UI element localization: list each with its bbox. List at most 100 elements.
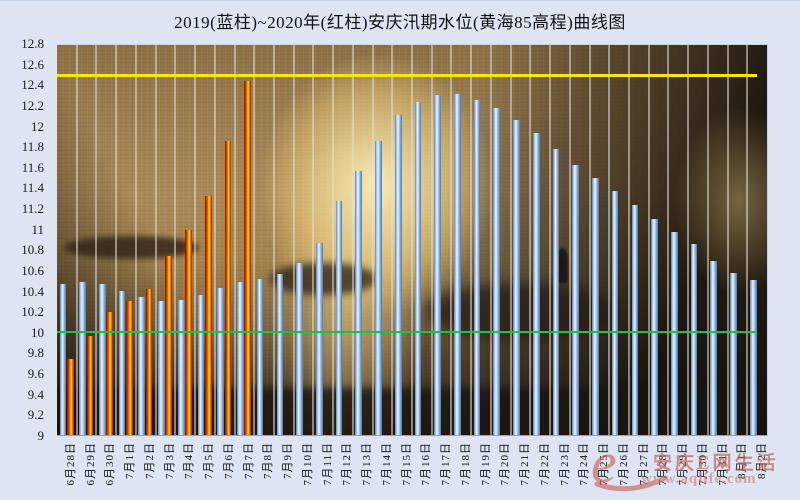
bar-2019 <box>552 148 560 435</box>
y-tick-label: 11 <box>31 221 44 237</box>
y-tick-label: 10.6 <box>21 262 44 278</box>
x-tick-label: 7月6日 <box>222 442 235 479</box>
category-slot <box>570 45 590 435</box>
bar-2019 <box>177 299 185 435</box>
x-tick-label: 7月21日 <box>519 442 532 486</box>
category-slot <box>432 45 452 435</box>
y-tick-label: 11.8 <box>21 139 44 155</box>
y-tick-label: 10 <box>31 324 44 340</box>
gridline <box>667 45 670 435</box>
bar-2020 <box>126 300 133 435</box>
category-slot <box>451 45 471 435</box>
y-tick-label: 10.4 <box>21 283 44 299</box>
gridline <box>115 45 118 435</box>
person-silhouette <box>556 247 569 283</box>
category-slot <box>333 45 353 435</box>
bar-2019 <box>454 94 461 435</box>
category-slot <box>235 45 255 435</box>
category-slot <box>392 45 412 435</box>
bar-2019 <box>158 300 165 435</box>
category-slot <box>471 45 491 435</box>
gridline <box>154 45 157 435</box>
bar-2019 <box>217 288 225 435</box>
gridline <box>134 45 137 435</box>
category-slot <box>136 45 156 435</box>
y-tick-label: 9.8 <box>27 345 44 361</box>
category-slot <box>254 45 274 435</box>
watermark-site-name: 安庆E网生活 <box>653 453 779 474</box>
bar-2020 <box>165 256 173 435</box>
bar-2019 <box>276 273 284 435</box>
gridline <box>529 45 532 435</box>
bar-2020 <box>244 80 252 435</box>
y-tick-label: 9.4 <box>27 386 44 402</box>
category-slot <box>511 45 531 435</box>
gridline <box>647 45 650 435</box>
category-slot <box>629 45 649 435</box>
y-tick-label: 12.6 <box>21 56 44 72</box>
gridline <box>430 45 433 435</box>
x-tick-label: 6月30日 <box>104 442 117 486</box>
category-slot <box>747 45 767 435</box>
bar-2019 <box>690 244 698 435</box>
plot-area <box>57 44 768 436</box>
gridline <box>332 45 335 435</box>
category-slot <box>649 45 669 435</box>
category-slot <box>116 45 136 435</box>
x-tick-label: 7月3日 <box>163 442 176 479</box>
bar-2019 <box>631 205 639 435</box>
category-slot <box>668 45 688 435</box>
category-slot <box>530 45 550 435</box>
x-tick-label: 7月11日 <box>321 442 334 486</box>
category-slot <box>728 45 748 435</box>
x-tick-label: 7月10日 <box>301 442 314 486</box>
x-tick-label: 7月19日 <box>479 442 492 486</box>
y-tick-label: 10.8 <box>21 242 44 258</box>
gridline <box>588 45 591 435</box>
category-slot <box>373 45 393 435</box>
gridline <box>272 45 275 435</box>
y-tick-label: 12 <box>31 118 44 134</box>
x-tick-label: 7月4日 <box>183 442 196 479</box>
watermark: e 安庆E网生活 www.aqlife.com <box>591 434 796 498</box>
chart-title: 2019(蓝柱)~2020年(红柱)安庆汛期水位(黄海85高程)曲线图 <box>174 13 626 32</box>
x-tick-label: 7月15日 <box>400 442 413 486</box>
x-tick-label: 7月13日 <box>361 442 374 486</box>
gridline <box>627 45 630 435</box>
category-slot <box>590 45 610 435</box>
y-tick-label: 11.6 <box>21 159 44 175</box>
y-tick-label: 9.2 <box>27 407 44 423</box>
bar-2020 <box>224 141 232 435</box>
category-slot <box>57 45 77 435</box>
category-slot <box>412 45 432 435</box>
category-slot <box>491 45 511 435</box>
bar-2019 <box>532 133 540 435</box>
category-slot <box>77 45 97 435</box>
gridline <box>194 45 197 435</box>
x-tick-label: 7月8日 <box>262 442 275 479</box>
gridline <box>489 45 492 435</box>
gridline <box>95 45 98 435</box>
x-tick-label: 7月18日 <box>459 442 472 486</box>
gridline <box>213 45 216 435</box>
category-slot <box>688 45 708 435</box>
bar-2019 <box>651 219 658 435</box>
x-tick-label: 7月20日 <box>499 442 512 486</box>
x-tick-label: 6月28日 <box>64 442 77 486</box>
gridline <box>351 45 354 435</box>
bar-2019 <box>592 178 599 435</box>
x-tick-label: 7月5日 <box>203 442 216 479</box>
bar-2020 <box>204 195 212 435</box>
bar-2019 <box>237 282 244 435</box>
category-slot <box>609 45 629 435</box>
bar-2019 <box>434 95 441 435</box>
y-tick-label: 10.2 <box>21 304 44 320</box>
bar-2019 <box>730 272 737 435</box>
gridline <box>233 45 236 435</box>
gridline <box>253 45 256 435</box>
bar-2019 <box>513 119 520 435</box>
x-tick-label: 7月17日 <box>440 442 453 486</box>
y-tick-label: 12.8 <box>21 36 44 51</box>
gridline <box>726 45 729 435</box>
x-tick-label: 7月14日 <box>380 442 393 486</box>
